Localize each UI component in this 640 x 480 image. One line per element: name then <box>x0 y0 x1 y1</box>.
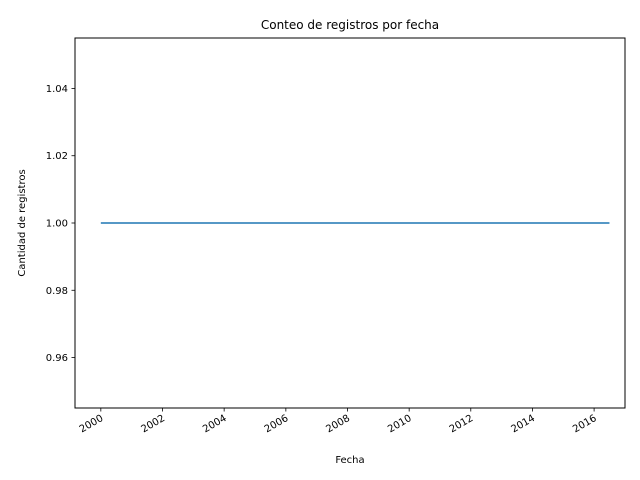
x-tick-label: 2006 <box>263 413 291 435</box>
y-axis: 0.96 0.98 1.00 1.02 1.04 <box>46 84 75 364</box>
x-tick-label: 2008 <box>324 413 352 435</box>
y-tick-label: 1.02 <box>46 151 68 162</box>
x-tick-label: 2000 <box>78 413 106 435</box>
x-tick-label: 2014 <box>509 413 537 435</box>
x-tick-label: 2010 <box>386 413 414 435</box>
x-axis-label: Fecha <box>335 455 364 466</box>
y-axis-label: Cantidad de registros <box>17 169 28 276</box>
x-axis: 2000 2002 2004 2006 2008 2010 2012 2014 2016 <box>78 408 599 435</box>
x-tick-label: 2012 <box>448 413 476 435</box>
x-tick-label: 2002 <box>139 413 167 435</box>
y-tick-label: 1.04 <box>46 84 68 95</box>
x-tick-label: 2004 <box>201 413 229 435</box>
y-tick-label: 0.96 <box>46 353 68 364</box>
x-tick-label: 2016 <box>571 413 599 435</box>
chart-title: Conteo de registros por fecha <box>261 18 439 32</box>
y-tick-label: 1.00 <box>46 219 68 230</box>
y-tick-label: 0.98 <box>46 286 68 297</box>
